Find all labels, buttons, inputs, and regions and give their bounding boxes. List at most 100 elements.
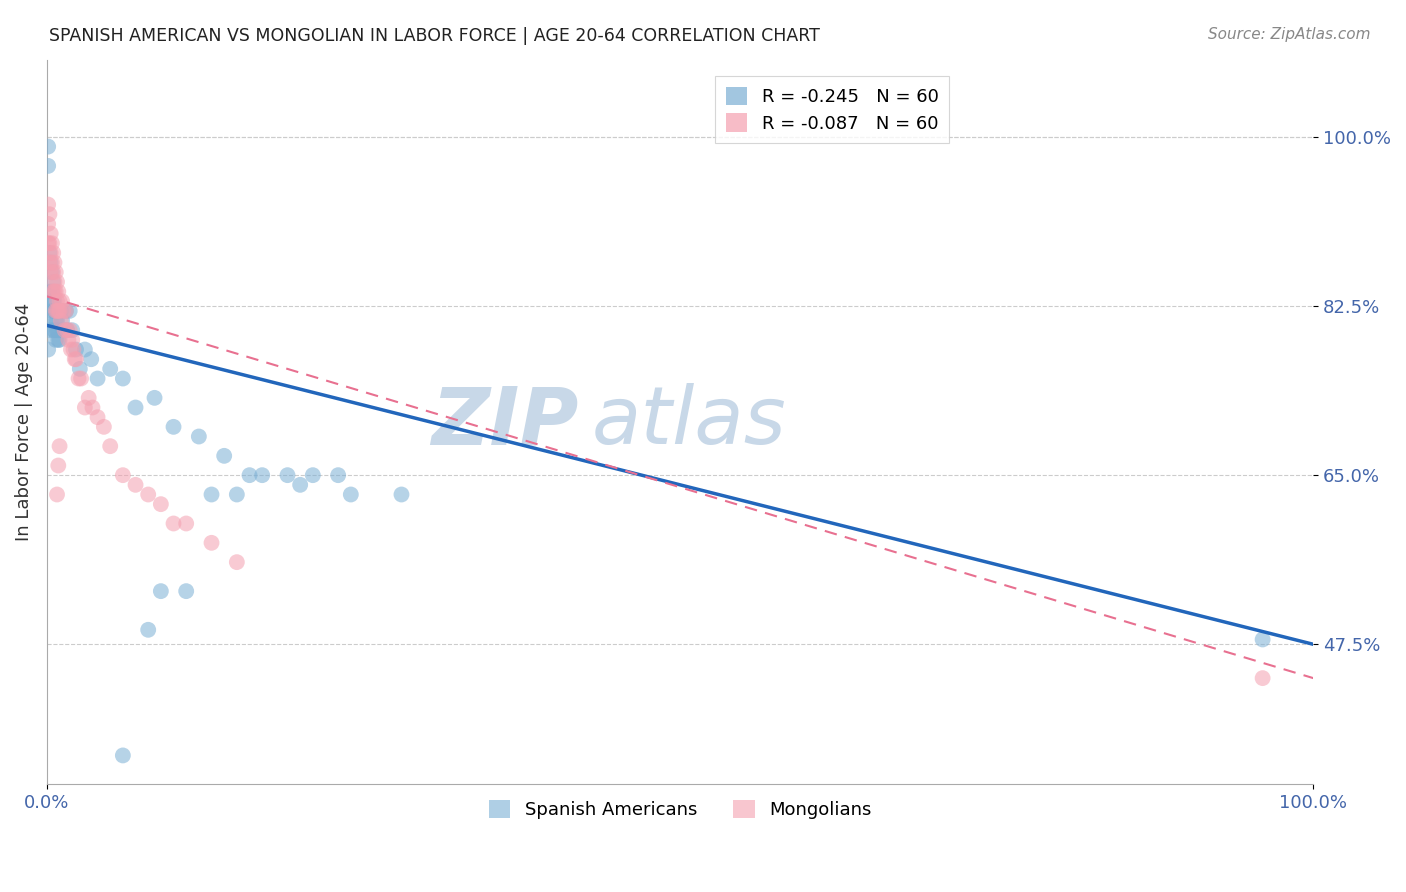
Point [136, 623, 159, 637]
Text: SPANISH AMERICAN VS MONGOLIAN IN LABOR FORCE | AGE 20-64 CORRELATION CHART: SPANISH AMERICAN VS MONGOLIAN IN LABOR F… [49, 27, 820, 45]
Point [39, 313, 62, 327]
Point [52, 304, 75, 318]
Point [59, 323, 82, 337]
Point [48, 304, 70, 318]
Point [39, 255, 62, 269]
Point [52, 323, 75, 337]
Point [46, 285, 69, 299]
Point [53, 323, 76, 337]
Point [143, 391, 166, 405]
Point [250, 468, 273, 483]
Point [46, 323, 69, 337]
Point [39, 227, 62, 241]
Point [38, 236, 60, 251]
Text: Source: ZipAtlas.com: Source: ZipAtlas.com [1208, 27, 1371, 42]
Point [44, 304, 66, 318]
Point [39, 246, 62, 260]
Point [46, 313, 69, 327]
Point [51, 294, 73, 309]
Point [82, 401, 104, 415]
Point [44, 285, 66, 299]
Point [225, 555, 247, 569]
Point [42, 246, 65, 260]
Point [225, 487, 247, 501]
Point [93, 420, 115, 434]
Point [136, 487, 159, 501]
Point [212, 449, 235, 463]
Point [65, 352, 87, 367]
Point [70, 371, 93, 385]
Point [44, 294, 66, 309]
Point [46, 487, 69, 501]
Point [46, 304, 69, 318]
Point [46, 333, 69, 347]
Point [58, 333, 80, 347]
Point [45, 333, 67, 347]
Point [86, 410, 108, 425]
Point [37, 159, 59, 173]
Point [38, 323, 60, 337]
Point [56, 323, 79, 337]
Point [45, 285, 67, 299]
Point [149, 497, 172, 511]
Point [41, 255, 63, 269]
Point [42, 285, 65, 299]
Point [174, 584, 197, 599]
Point [162, 420, 184, 434]
Point [46, 275, 69, 289]
Point [42, 275, 65, 289]
Point [46, 304, 69, 318]
Point [48, 294, 70, 309]
Point [45, 304, 67, 318]
Point [45, 313, 67, 327]
Point [124, 401, 146, 415]
Point [56, 323, 79, 337]
Point [55, 304, 77, 318]
Point [46, 323, 69, 337]
Point [59, 304, 82, 318]
Point [51, 313, 73, 327]
Point [38, 246, 60, 260]
Point [73, 401, 96, 415]
Point [42, 294, 65, 309]
Point [124, 478, 146, 492]
Point [41, 265, 63, 279]
Y-axis label: In Labor Force | Age 20-64: In Labor Force | Age 20-64 [15, 303, 32, 541]
Text: ZIP: ZIP [432, 383, 579, 461]
Point [187, 429, 209, 443]
Point [38, 207, 60, 221]
Point [44, 323, 66, 337]
Point [41, 285, 63, 299]
Point [55, 304, 77, 318]
Point [59, 343, 82, 357]
Point [38, 285, 60, 299]
Point [46, 458, 69, 473]
Point [98, 362, 121, 376]
Point [62, 343, 84, 357]
Point [80, 352, 103, 367]
Point [238, 468, 260, 483]
Point [37, 236, 59, 251]
Point [42, 265, 65, 279]
Point [46, 294, 69, 309]
Point [1251, 671, 1274, 685]
Point [37, 343, 59, 357]
Point [200, 536, 222, 550]
Point [77, 391, 100, 405]
Point [328, 468, 350, 483]
Point [301, 468, 323, 483]
Point [111, 371, 134, 385]
Point [37, 139, 59, 153]
Point [162, 516, 184, 531]
Point [41, 304, 63, 318]
Point [98, 439, 121, 453]
Point [49, 313, 72, 327]
Point [69, 362, 91, 376]
Point [67, 371, 90, 385]
Legend: Spanish Americans, Mongolians: Spanish Americans, Mongolians [481, 792, 879, 826]
Point [1251, 632, 1274, 647]
Point [37, 217, 59, 231]
Point [49, 304, 72, 318]
Point [44, 275, 66, 289]
Point [73, 343, 96, 357]
